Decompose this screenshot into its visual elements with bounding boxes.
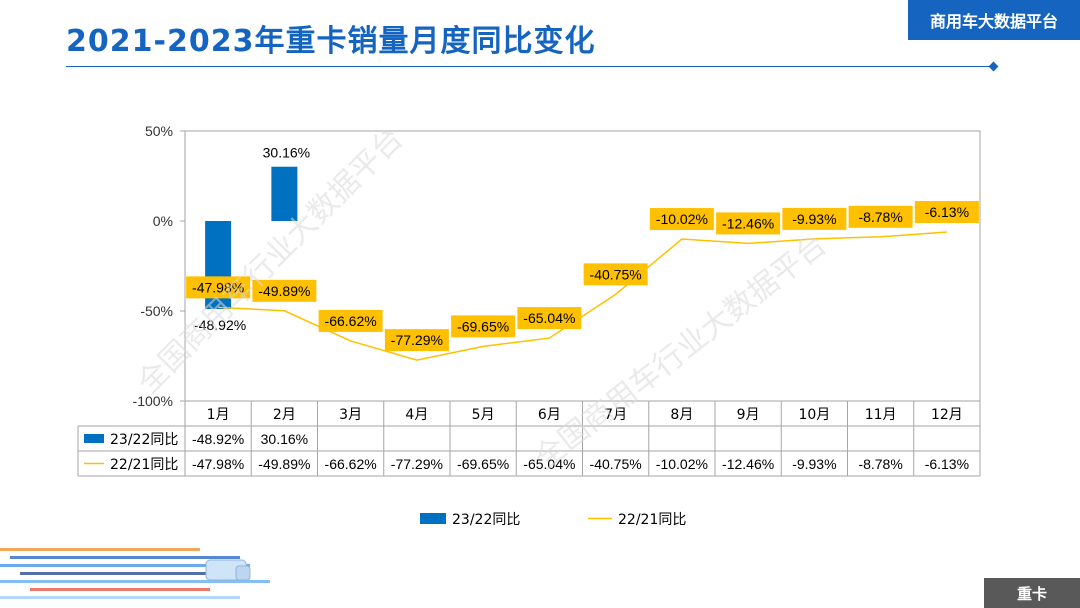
line-data-label: -69.65% (457, 318, 509, 334)
line-data-label: -65.04% (523, 310, 575, 326)
legend-label: 23/22同比 (452, 512, 520, 528)
bar-data-label: 30.16% (263, 145, 310, 161)
table-cell: -9.93% (792, 456, 836, 472)
line-data-label-box (517, 307, 582, 330)
bar (271, 166, 298, 221)
legend-swatch-bar (420, 513, 446, 524)
truck-cab (235, 565, 251, 581)
x-tick-label: 8月 (670, 407, 693, 423)
x-tick-label: 4月 (405, 407, 428, 423)
y-tick-label: -50% (140, 303, 173, 319)
x-tick-label: 1月 (207, 407, 230, 423)
decor-stripe (0, 548, 200, 551)
line-data-label-box (649, 208, 714, 231)
line-data-label-box (451, 315, 516, 338)
decor-stripe (0, 580, 270, 583)
table-row-header: 22/21同比 (110, 457, 178, 473)
x-tick-label: 3月 (339, 407, 362, 423)
category-tag: 重卡 (984, 578, 1080, 608)
decor-stripe (20, 572, 230, 575)
x-tick-label: 10月 (798, 407, 830, 423)
line-data-label-box (848, 205, 913, 228)
table-cell: -66.62% (325, 456, 377, 472)
line-data-label-box (384, 329, 449, 352)
title-divider (66, 66, 994, 67)
table-cell: -65.04% (523, 456, 575, 472)
table-row-header: 23/22同比 (110, 432, 178, 448)
line-data-label: -40.75% (590, 266, 642, 282)
x-tick-label: 9月 (737, 407, 760, 423)
legend-key-bar (84, 434, 104, 443)
table-cell: -47.98% (192, 456, 244, 472)
line-data-label-box (782, 207, 847, 230)
table-cell: -49.89% (258, 456, 310, 472)
bar-data-label: -48.92% (194, 317, 246, 333)
table-cell: -6.13% (925, 456, 969, 472)
x-tick-label: 5月 (472, 407, 495, 423)
y-tick-label: -100% (133, 393, 173, 409)
legend-label: 22/21同比 (618, 512, 686, 528)
line-data-label: -6.13% (925, 204, 969, 220)
line-data-label: -10.02% (656, 211, 708, 227)
table-cell: -69.65% (457, 456, 509, 472)
table-cell: 30.16% (261, 431, 308, 447)
line-data-label-box (252, 279, 317, 302)
decor-stripe (0, 596, 240, 599)
x-tick-label: 11月 (865, 407, 897, 423)
line-data-label-box (716, 212, 781, 235)
line-data-label-box (186, 276, 251, 299)
line-data-label-box (318, 309, 383, 332)
table-cell: -77.29% (391, 456, 443, 472)
line-data-label-box (914, 201, 979, 224)
line-data-label: -66.62% (325, 313, 377, 329)
table-cell: -10.02% (656, 456, 708, 472)
decor-stripe (30, 588, 210, 591)
line-data-label: -8.78% (858, 209, 902, 225)
table-cell: -40.75% (590, 456, 642, 472)
decor-stripe (0, 564, 250, 567)
line-data-label: -47.98% (192, 279, 244, 295)
x-tick-label: 12月 (931, 407, 963, 423)
line-series (218, 231, 947, 361)
y-tick-label: 0% (153, 213, 173, 229)
brand-badge: 商用车大数据平台 (908, 0, 1080, 40)
table-cell: -12.46% (722, 456, 774, 472)
watermark-text: 全国商用车行业大数据平台 (528, 227, 833, 476)
decor-stripe (10, 556, 240, 559)
line-data-label: -12.46% (722, 215, 774, 231)
plot-area (184, 130, 981, 402)
line-data-label: -49.89% (258, 283, 310, 299)
page-title: 2021-2023年重卡销量月度同比变化 (66, 24, 596, 59)
table-cell: -8.78% (858, 456, 902, 472)
x-tick-label: 6月 (538, 407, 561, 423)
line-data-label-box (583, 263, 648, 286)
x-tick-label: 2月 (273, 407, 296, 423)
y-tick-label: 50% (145, 123, 173, 139)
line-data-label: -9.93% (792, 211, 836, 227)
x-tick-label: 7月 (604, 407, 627, 423)
line-data-label: -77.29% (391, 332, 443, 348)
watermark-text: 全国商用车行业大数据平台 (131, 121, 410, 400)
table-cell: -48.92% (192, 431, 244, 447)
